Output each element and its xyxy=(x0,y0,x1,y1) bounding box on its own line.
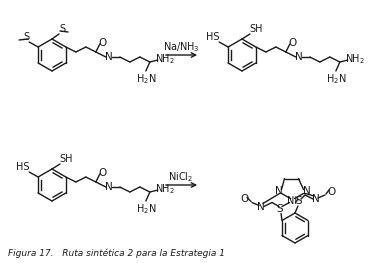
Text: N: N xyxy=(105,52,113,62)
Text: SH: SH xyxy=(59,154,73,164)
Text: O: O xyxy=(289,38,297,48)
Text: O: O xyxy=(240,195,248,205)
Text: NH$_2$: NH$_2$ xyxy=(155,52,175,66)
Text: SH: SH xyxy=(249,24,263,34)
Text: O: O xyxy=(99,38,107,48)
Text: Ni: Ni xyxy=(287,195,298,205)
Text: S: S xyxy=(277,204,283,214)
Text: N: N xyxy=(257,201,265,211)
Text: O: O xyxy=(99,168,107,178)
Text: O: O xyxy=(327,187,335,197)
Text: NiCl$_2$: NiCl$_2$ xyxy=(168,170,194,184)
Text: Na/NH$_3$: Na/NH$_3$ xyxy=(163,40,199,54)
Text: N: N xyxy=(275,185,282,195)
Text: S: S xyxy=(23,32,29,42)
Text: Figura 17.   Ruta sintética 2 para la Estrategia 1: Figura 17. Ruta sintética 2 para la Estr… xyxy=(8,249,225,258)
Text: S: S xyxy=(296,196,302,206)
Text: H$_2$N: H$_2$N xyxy=(136,72,156,86)
Text: H$_2$N: H$_2$N xyxy=(325,72,346,86)
Text: N: N xyxy=(105,182,113,192)
Text: H$_2$N: H$_2$N xyxy=(136,202,156,216)
Text: N: N xyxy=(295,52,303,62)
Text: S: S xyxy=(59,24,65,34)
Text: N: N xyxy=(303,185,311,195)
Text: NH$_2$: NH$_2$ xyxy=(345,52,365,66)
Text: N: N xyxy=(312,194,320,204)
Text: NH$_2$: NH$_2$ xyxy=(155,182,175,196)
Text: HS: HS xyxy=(206,32,220,42)
Text: HS: HS xyxy=(16,162,30,172)
